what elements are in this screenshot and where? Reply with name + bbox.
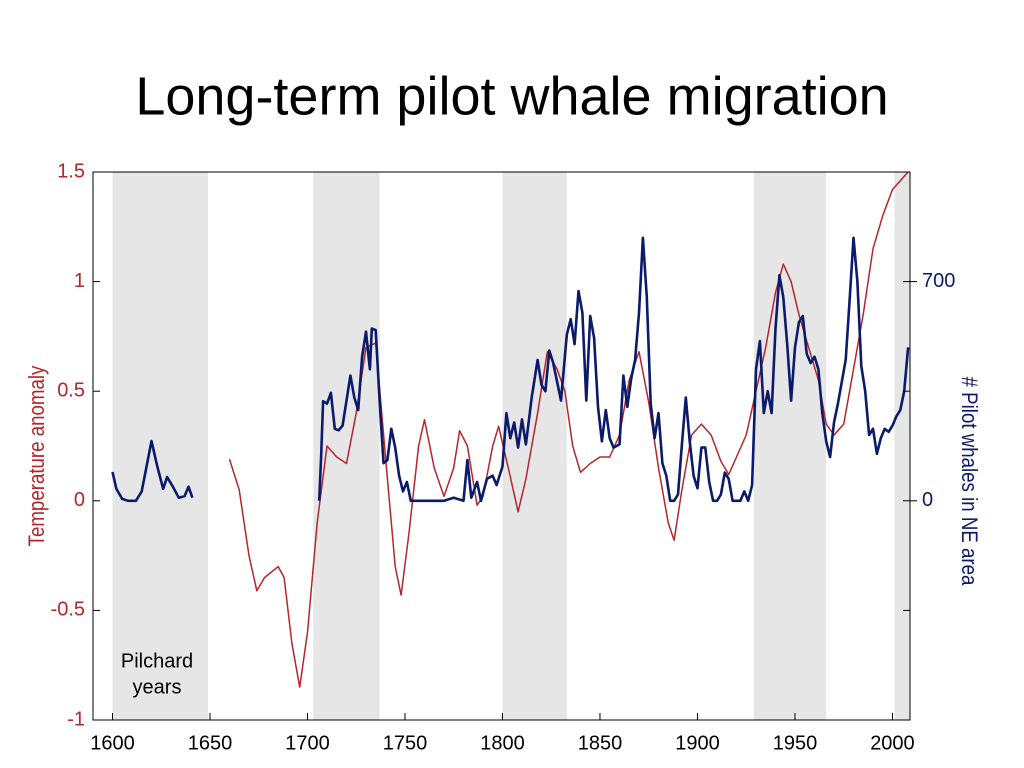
plot-area bbox=[111, 171, 910, 688]
shaded-region bbox=[754, 172, 827, 720]
y-tick-label: -0.5 bbox=[51, 599, 85, 621]
x-tick-label: 1850 bbox=[578, 732, 623, 754]
chart-title: Long-term pilot whale migration bbox=[135, 66, 888, 126]
annotation: years bbox=[133, 676, 182, 698]
y-axis-label: Temperature anomaly bbox=[25, 365, 49, 546]
y2-axis-label: # Pilot whales in NE area bbox=[957, 377, 981, 586]
x-tick-label: 1800 bbox=[480, 732, 525, 754]
y2-tick-label: 0 bbox=[922, 489, 933, 511]
x-tick-label: 1650 bbox=[188, 732, 233, 754]
y-tick-label: 0.5 bbox=[57, 379, 85, 401]
x-tick-label: 1700 bbox=[285, 732, 330, 754]
y-tick-label: 1 bbox=[74, 270, 85, 292]
data-line bbox=[111, 236, 910, 503]
shaded-region bbox=[112, 172, 209, 720]
data-line bbox=[228, 171, 909, 688]
y-tick-label: 0 bbox=[74, 489, 85, 511]
annotation: Pilchard bbox=[121, 650, 193, 672]
y2-tick-label: 700 bbox=[922, 270, 955, 292]
x-tick-label: 1750 bbox=[383, 732, 428, 754]
x-tick-label: 1900 bbox=[675, 732, 720, 754]
shaded-regions bbox=[112, 172, 910, 720]
axes-frame bbox=[92, 171, 911, 721]
shaded-region bbox=[894, 172, 910, 720]
x-tick-label: 2000 bbox=[870, 732, 915, 754]
x-tick-label: 1950 bbox=[773, 732, 818, 754]
shaded-region bbox=[313, 172, 380, 720]
y-tick-label: -1 bbox=[67, 708, 85, 730]
shaded-region bbox=[502, 172, 567, 720]
y-tick-label: 1.5 bbox=[57, 160, 85, 182]
x-tick-label: 1600 bbox=[90, 732, 135, 754]
